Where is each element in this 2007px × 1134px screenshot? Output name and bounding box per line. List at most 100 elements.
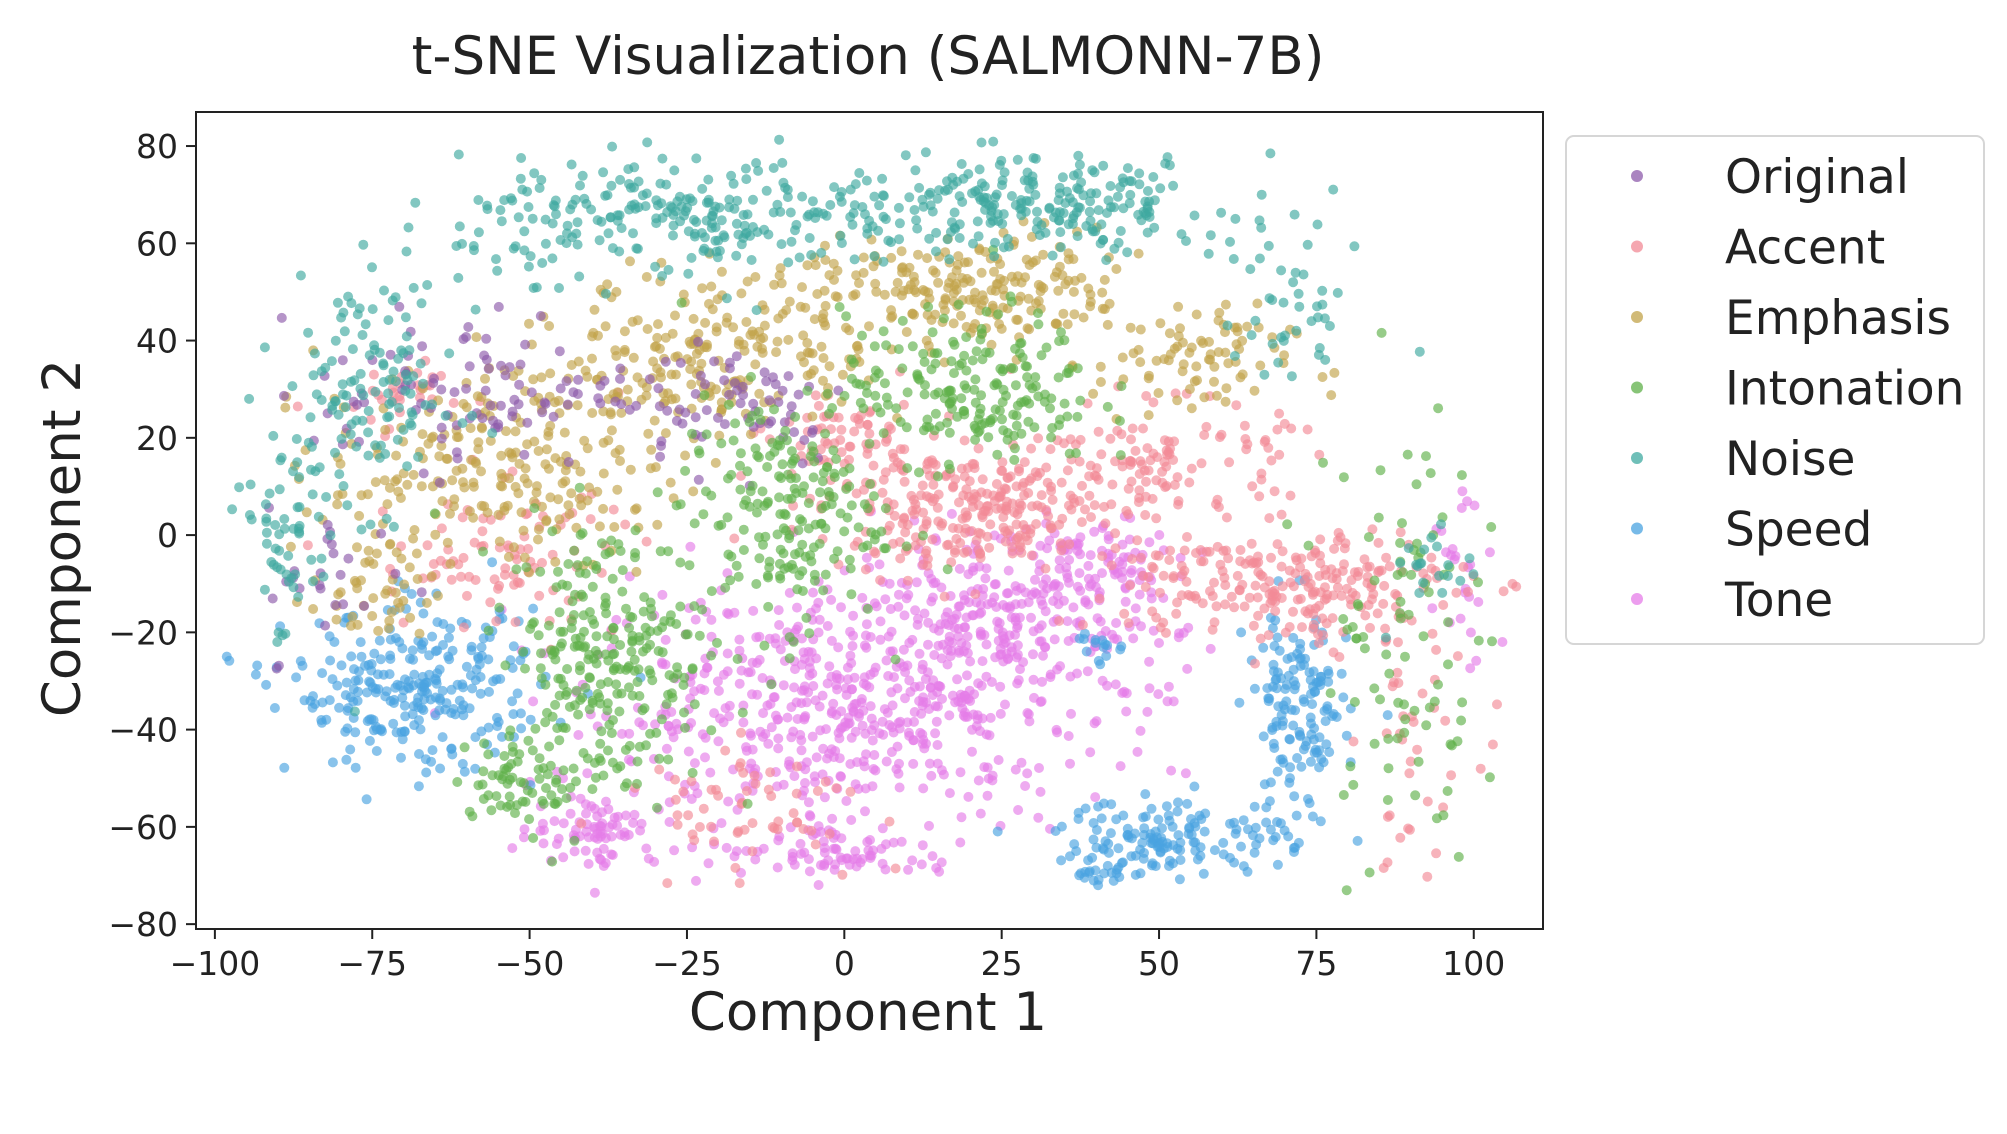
scatter-point — [798, 824, 809, 834]
scatter-point — [858, 678, 869, 689]
scatter-point — [1240, 434, 1251, 444]
scatter-point — [865, 479, 876, 489]
scatter-point — [341, 390, 352, 401]
scatter-point — [316, 553, 327, 564]
scatter-point — [1220, 347, 1231, 358]
scatter-point — [768, 372, 778, 383]
scatter-point — [1224, 457, 1235, 468]
scatter-point — [327, 757, 338, 768]
scatter-point — [812, 207, 823, 218]
scatter-point — [813, 627, 824, 638]
scatter-point — [606, 180, 617, 191]
scatter-point — [470, 675, 481, 686]
scatter-point — [495, 400, 506, 411]
scatter-point — [1056, 327, 1066, 338]
scatter-point — [820, 300, 831, 311]
scatter-point — [811, 752, 822, 763]
scatter-point — [564, 701, 575, 712]
scatter-point — [1173, 496, 1184, 506]
scatter-point — [541, 515, 552, 526]
scatter-point — [504, 731, 515, 742]
scatter-point — [888, 499, 899, 510]
scatter-point — [280, 628, 291, 639]
scatter-point — [981, 671, 992, 682]
scatter-point — [734, 678, 745, 689]
scatter-point — [1216, 429, 1227, 440]
scatter-point — [1065, 671, 1076, 682]
scatter-point — [598, 503, 609, 514]
scatter-point — [763, 229, 774, 240]
scatter-point — [558, 818, 569, 829]
scatter-point — [426, 756, 437, 767]
scatter-point — [1329, 367, 1340, 378]
scatter-point — [346, 651, 357, 662]
scatter-point — [470, 575, 481, 585]
scatter-point — [807, 411, 818, 422]
scatter-point — [763, 572, 774, 583]
scatter-point — [381, 513, 392, 524]
scatter-point — [893, 601, 904, 612]
scatter-point — [470, 763, 481, 774]
scatter-point — [485, 597, 496, 608]
scatter-point — [944, 710, 955, 721]
scatter-point — [700, 752, 710, 763]
scatter-point — [418, 378, 428, 389]
scatter-point — [989, 266, 999, 277]
scatter-point — [624, 404, 635, 415]
scatter-point — [644, 374, 655, 385]
scatter-point — [330, 600, 341, 610]
scatter-point — [1155, 622, 1166, 633]
scatter-point — [964, 597, 974, 608]
scatter-point — [930, 408, 941, 419]
scatter-point — [731, 560, 742, 571]
scatter-point — [947, 403, 957, 414]
scatter-point — [611, 286, 622, 297]
scatter-point — [952, 674, 963, 685]
scatter-point — [376, 440, 386, 451]
scatter-point — [1220, 599, 1231, 610]
scatter-point — [391, 547, 402, 558]
scatter-point — [638, 606, 649, 617]
scatter-point — [507, 741, 518, 752]
scatter-point — [690, 412, 701, 423]
scatter-point — [1140, 789, 1151, 800]
scatter-point — [501, 426, 511, 437]
scatter-point — [339, 326, 350, 337]
scatter-point — [1201, 546, 1212, 557]
scatter-point — [327, 400, 338, 411]
scatter-point — [458, 710, 469, 721]
scatter-point — [735, 758, 746, 769]
scatter-point — [1304, 667, 1315, 678]
scatter-point — [734, 645, 745, 656]
scatter-point — [534, 590, 545, 601]
scatter-point — [716, 266, 727, 277]
scatter-point — [486, 805, 497, 816]
scatter-point — [562, 664, 573, 674]
scatter-point — [621, 778, 632, 789]
scatter-point — [699, 232, 710, 243]
scatter-point — [716, 818, 727, 829]
scatter-point — [510, 426, 521, 437]
scatter-point — [471, 458, 482, 469]
scatter-point — [804, 663, 815, 674]
scatter-point — [891, 403, 902, 414]
scatter-point — [491, 616, 502, 627]
scatter-point — [956, 310, 966, 321]
scatter-point — [1056, 855, 1067, 866]
scatter-point — [861, 552, 872, 563]
scatter-point — [1263, 696, 1274, 707]
scatter-point — [742, 798, 753, 809]
scatter-point — [1038, 588, 1049, 599]
scatter-point — [902, 387, 913, 398]
scatter-point — [880, 543, 891, 554]
scatter-point — [781, 305, 792, 316]
scatter-point — [836, 602, 846, 613]
scatter-point — [457, 512, 468, 523]
scatter-point — [1205, 643, 1216, 654]
scatter-point — [628, 352, 639, 363]
scatter-point — [244, 510, 255, 520]
scatter-point — [1010, 764, 1021, 775]
scatter-point — [1252, 592, 1263, 603]
scatter-point — [864, 428, 875, 439]
scatter-point — [1134, 168, 1145, 179]
